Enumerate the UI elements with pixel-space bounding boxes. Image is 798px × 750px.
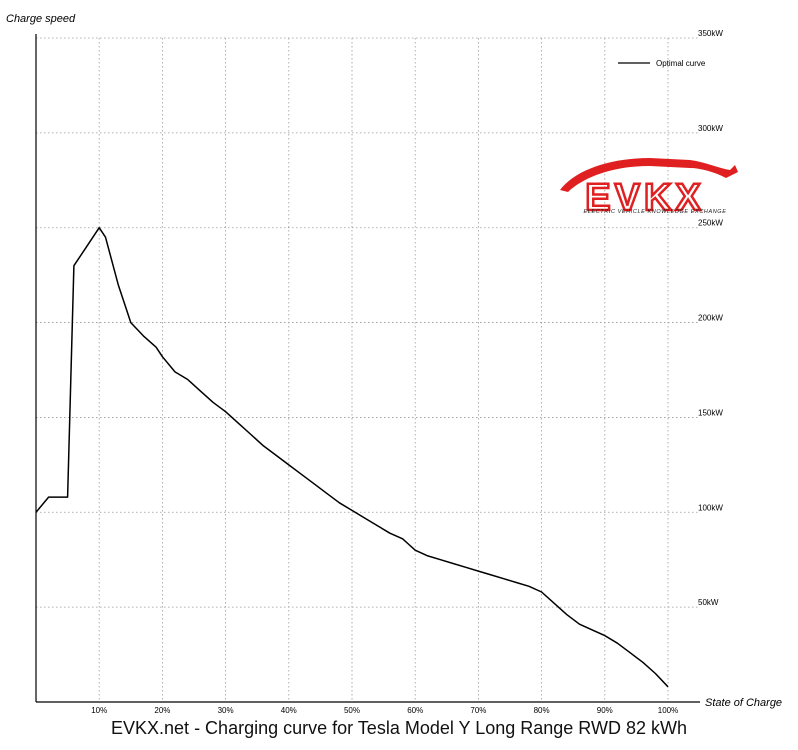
y-tick-labels: 50kW 100kW 150kW 200kW 250kW 300kW 350kW bbox=[698, 29, 723, 607]
y-tick-label: 100kW bbox=[698, 503, 723, 512]
y-tick-label: 250kW bbox=[698, 219, 723, 228]
legend-label: Optimal curve bbox=[656, 59, 706, 68]
logo-wordmark: EVKX bbox=[585, 177, 704, 219]
car-silhouette-icon bbox=[560, 158, 738, 192]
x-tick-label: 10% bbox=[91, 706, 107, 715]
y-tick-label: 200kW bbox=[698, 314, 723, 323]
axes bbox=[35, 34, 700, 703]
x-axis-title: State of Charge bbox=[705, 697, 782, 709]
chart-caption: EVKX.net - Charging curve for Tesla Mode… bbox=[111, 718, 687, 738]
legend: Optimal curve bbox=[618, 59, 706, 68]
x-tick-label: 20% bbox=[154, 706, 170, 715]
x-tick-labels: 10% 20% 30% 40% 50% 60% 70% 80% 90% 100% bbox=[91, 706, 678, 715]
x-tick-label: 70% bbox=[470, 706, 486, 715]
series-lines bbox=[35, 226, 669, 688]
y-axis-title: Charge speed bbox=[6, 13, 76, 25]
y-tick-label: 300kW bbox=[698, 124, 723, 133]
x-tick-label: 50% bbox=[344, 706, 360, 715]
y-tick-label: 50kW bbox=[698, 598, 719, 607]
charging-curve-chart: 10% 20% 30% 40% 50% 60% 70% 80% 90% 100% 50kW 100k… bbox=[6, 13, 782, 715]
logo-tagline: ELECTRIC VEHICLE KNOWLEDGE EXCHANGE bbox=[584, 209, 727, 215]
x-tick-label: 80% bbox=[534, 706, 550, 715]
x-tick-label: 60% bbox=[407, 706, 423, 715]
x-tick-label: 40% bbox=[281, 706, 297, 715]
y-tick-label: 350kW bbox=[698, 29, 723, 38]
x-tick-label: 90% bbox=[597, 706, 613, 715]
evkx-logo: EVKX ELECTRIC VEHICLE KNOWLEDGE EXCHANGE bbox=[560, 158, 738, 220]
grid-lines bbox=[36, 37, 698, 702]
x-tick-label: 30% bbox=[218, 706, 234, 715]
series-line-optimal-curve bbox=[35, 226, 669, 688]
y-tick-label: 150kW bbox=[698, 408, 723, 417]
x-tick-label: 100% bbox=[658, 706, 678, 715]
